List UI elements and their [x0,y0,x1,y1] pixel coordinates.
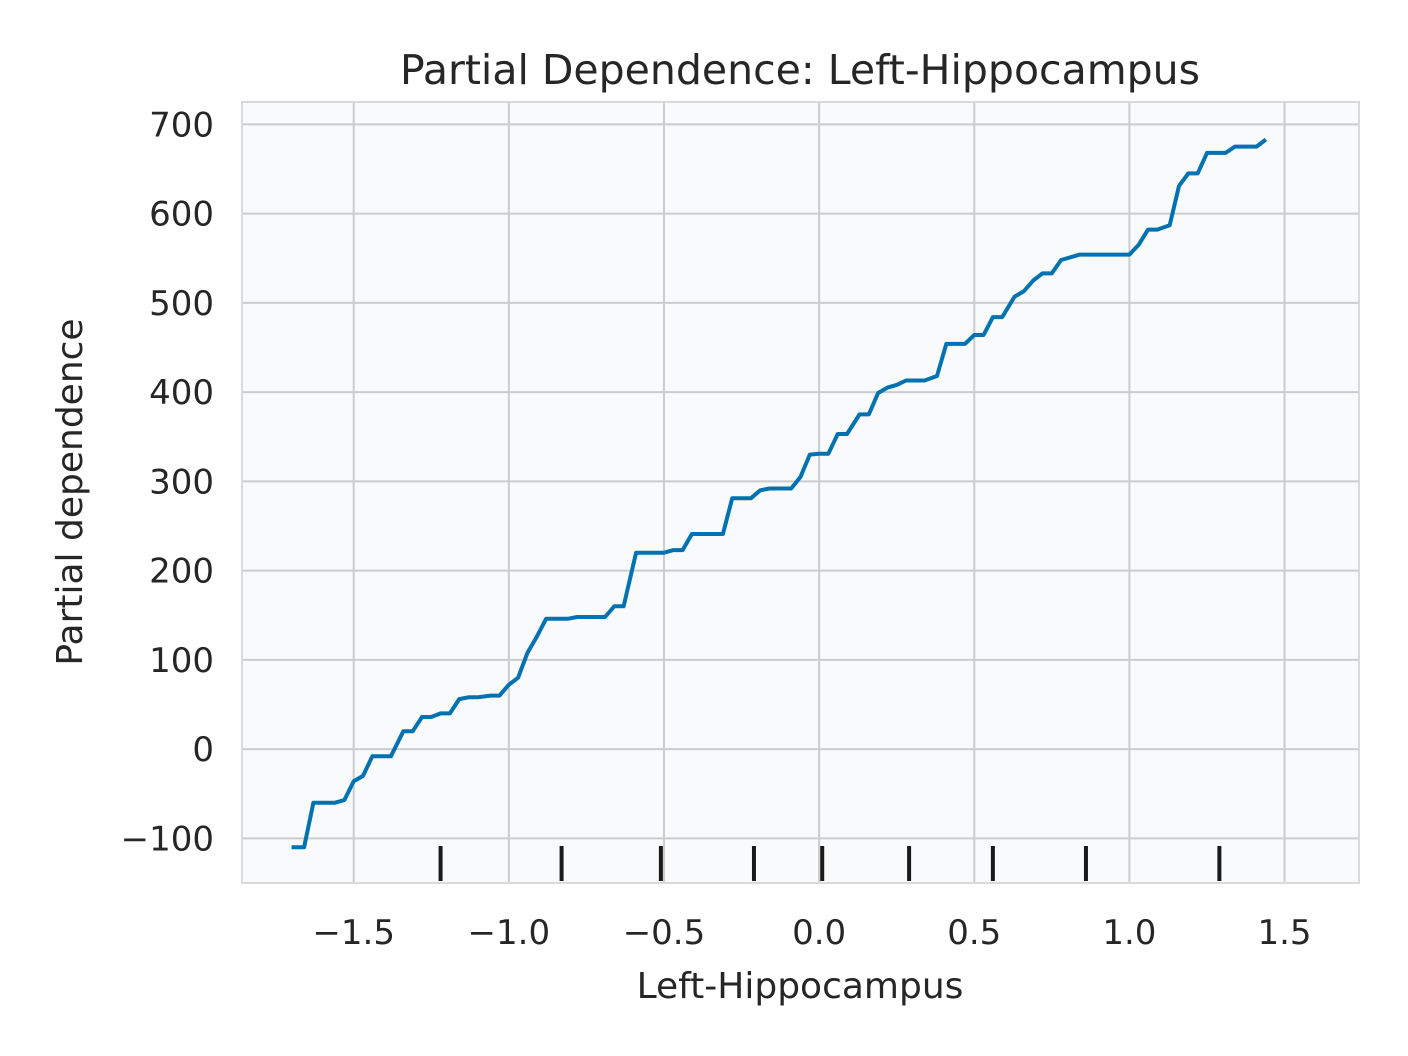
y-axis-label: Partial dependence [50,318,91,665]
y-tick-label: 600 [149,195,214,235]
y-tick-labels: −100 0 100 200 300 400 500 600 700 [121,105,214,859]
y-tick-label: −100 [121,819,214,859]
y-tick-label: 0 [192,730,214,770]
x-tick-labels: −1.5 −1.0 −0.5 0.0 0.5 1.0 1.5 [312,913,1311,953]
x-tick-label: 1.0 [1102,913,1156,953]
y-tick-label: 700 [149,105,214,145]
chart-title: Partial Dependence: Left-Hippocampus [400,46,1200,94]
y-tick-label: 100 [149,641,214,681]
x-tick-label: 0.0 [792,913,846,953]
plot-background [242,102,1359,883]
x-axis-label: Left-Hippocampus [637,966,964,1007]
series-layer [291,137,1268,850]
y-tick-label: 200 [149,552,214,592]
grid-lines [242,102,1359,883]
x-tick-label: −0.5 [623,913,706,953]
x-tick-label: −1.0 [468,913,551,953]
series-line-0 [291,137,1268,850]
y-tick-label: 500 [149,284,214,324]
plot-frame [241,101,1360,884]
rug-marks [438,846,1222,881]
y-tick-label: 400 [149,373,214,413]
x-tick-label: 0.5 [947,913,1001,953]
y-tick-label: 300 [149,462,214,502]
x-tick-label: −1.5 [312,913,395,953]
x-tick-label: 1.5 [1257,913,1311,953]
